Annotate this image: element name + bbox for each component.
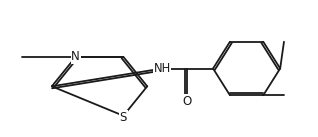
Text: O: O <box>182 95 192 108</box>
Text: S: S <box>120 111 127 124</box>
Text: N: N <box>71 50 80 63</box>
Text: NH: NH <box>154 62 171 75</box>
